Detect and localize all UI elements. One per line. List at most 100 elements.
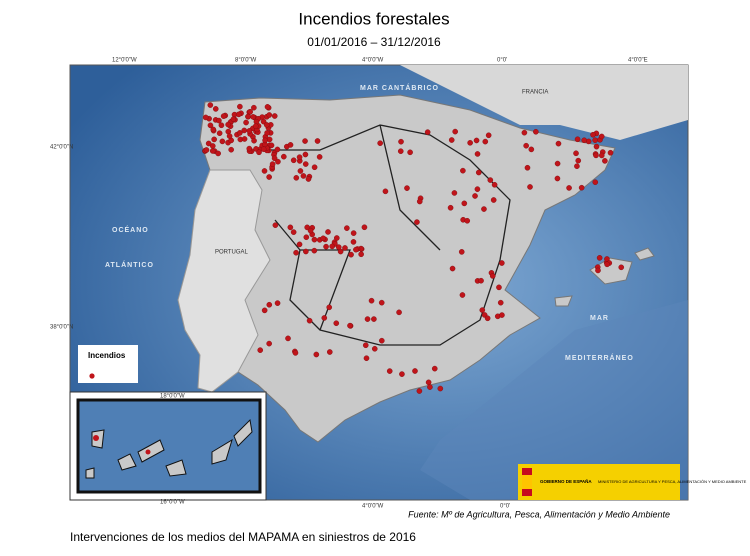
coord: 16°0'0"W — [160, 500, 185, 506]
fire-point — [325, 229, 331, 235]
fire-point — [353, 246, 359, 253]
label-francia: FRANCIA — [522, 90, 548, 96]
fire-point — [250, 114, 256, 120]
fire-point — [344, 225, 350, 231]
fire-point — [449, 265, 456, 272]
fire-point — [404, 185, 410, 191]
fire-point — [207, 122, 214, 129]
fire-point — [598, 133, 605, 140]
label-cantabrico: MAR CANTÁBRICO — [360, 83, 439, 92]
fire-point — [287, 142, 294, 148]
fire-point — [230, 116, 237, 122]
fire-point — [460, 167, 466, 174]
fire-point — [316, 154, 323, 160]
fire-point — [523, 142, 529, 149]
fire-point — [358, 251, 364, 258]
deep-sea — [420, 300, 688, 500]
fire-point — [264, 130, 270, 136]
fire-point — [491, 181, 498, 188]
fire-point — [261, 307, 268, 314]
fire-point — [203, 147, 210, 153]
fire-point — [281, 153, 287, 160]
fire-point — [524, 164, 531, 171]
coord: 4°0'0"W — [362, 58, 384, 64]
fire-point — [302, 151, 309, 158]
fire-point — [314, 138, 321, 144]
fire-point — [313, 351, 320, 358]
fire-point — [296, 154, 303, 160]
fire-point — [329, 243, 335, 250]
fire-point — [287, 224, 294, 231]
fire-point — [414, 219, 420, 225]
fire-point — [461, 200, 468, 207]
fire-point — [209, 148, 216, 154]
logo-ministry: MINISTERIO DE AGRICULTURA Y PESCA, ALIME… — [598, 479, 747, 484]
fire-point — [212, 106, 219, 112]
fire-point — [377, 140, 383, 146]
fire-point — [216, 117, 222, 124]
fire-point — [427, 384, 433, 390]
label-portugal: PORTUGAL — [215, 250, 249, 256]
fire-point — [362, 342, 369, 349]
fire-point — [397, 148, 404, 155]
fire-point — [275, 158, 281, 165]
fire-point — [521, 129, 528, 136]
fire-point — [425, 379, 432, 386]
label-atlantico: ATLÁNTICO — [105, 260, 154, 269]
fire-point — [484, 315, 491, 322]
fire-point — [459, 292, 466, 298]
fire-point — [210, 126, 217, 133]
fire-point — [474, 151, 481, 157]
fire-points — [202, 102, 625, 394]
title: Incendios forestales — [298, 9, 449, 28]
inset-map — [76, 398, 262, 494]
fire-point — [304, 224, 310, 231]
fire-point — [533, 128, 539, 135]
fire-point — [447, 204, 454, 211]
fire-point — [499, 312, 505, 318]
fire-point — [412, 368, 418, 374]
fire-point — [361, 224, 368, 231]
fire-point — [251, 137, 257, 144]
fire-point — [252, 123, 259, 129]
fire-point — [528, 146, 535, 153]
fire-point — [302, 138, 308, 144]
coord: 0°0' — [497, 58, 507, 64]
fire-point — [490, 197, 497, 203]
fire-point — [431, 365, 438, 372]
fire-point — [220, 113, 227, 119]
france — [400, 65, 688, 140]
fire-point — [382, 188, 389, 195]
fire-point — [237, 130, 243, 136]
fire-point — [566, 185, 572, 191]
fire-point — [598, 152, 605, 159]
fire-point — [202, 114, 209, 121]
fire-point — [311, 247, 318, 254]
fire-point — [464, 217, 471, 224]
fire-point — [592, 137, 598, 143]
fire-point — [243, 119, 249, 126]
fire-point — [266, 340, 272, 347]
fire-point — [618, 264, 625, 271]
fire-point — [458, 249, 465, 255]
fire-point — [271, 113, 278, 119]
fire-point — [261, 168, 268, 174]
fire-point — [263, 122, 270, 128]
logo-gov: GOBIERNO DE ESPAÑA — [540, 478, 592, 484]
fire-point — [205, 140, 212, 147]
fire-point — [211, 136, 217, 143]
fire-point — [482, 138, 489, 145]
fire-point — [555, 140, 562, 147]
fire-point — [247, 108, 253, 115]
fire-point — [246, 145, 253, 152]
fire-point — [595, 267, 601, 274]
legend-symbol — [89, 373, 95, 379]
fire-point — [326, 304, 333, 311]
fire-point — [371, 316, 377, 322]
fire-point — [451, 190, 458, 196]
fire-point — [475, 169, 482, 176]
fire-point — [496, 284, 502, 291]
legend-title: Incendios — [88, 351, 126, 360]
fire-point — [285, 335, 291, 342]
fire-point — [269, 161, 276, 167]
